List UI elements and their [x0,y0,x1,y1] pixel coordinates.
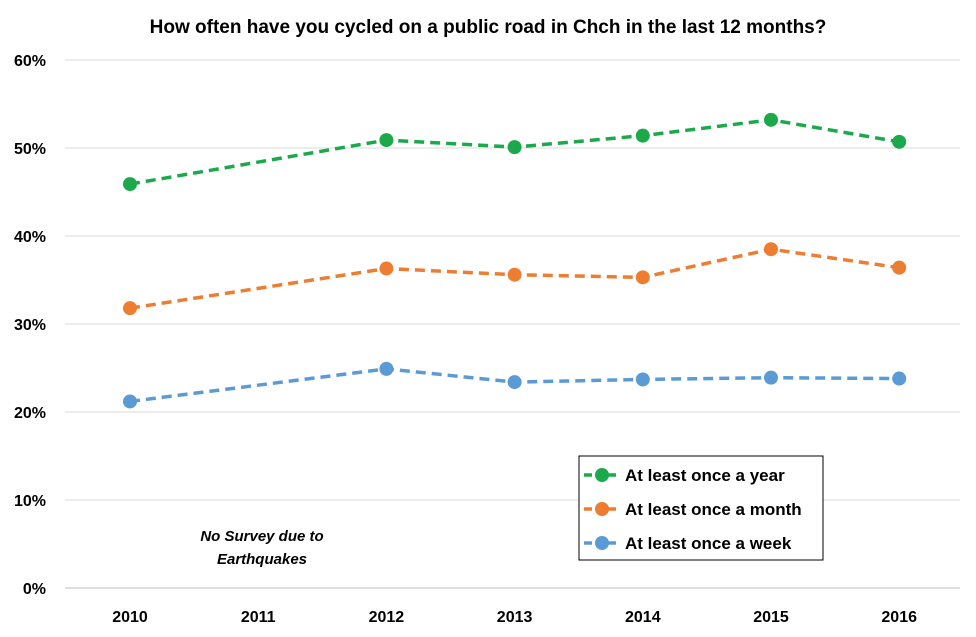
y-tick-label: 10% [14,493,46,510]
legend-box [578,455,824,561]
y-tick-label: 0% [23,581,46,598]
y-tick-label: 20% [14,405,46,422]
data-point [635,270,650,285]
data-point [764,242,778,257]
chart-title: How often have you cycled on a public ro… [150,17,827,38]
data-point [507,140,522,155]
data-point [635,128,650,143]
legend-label: At least once a week [625,534,792,553]
x-axis-ticks: 2010 2011 2012 2013 2014 2015 2016 [112,609,917,626]
series-line [129,118,900,186]
y-tick-label: 60% [14,53,46,70]
series-line [129,367,900,404]
annotation-line-2: Earthquakes [217,551,307,568]
data-point [379,261,394,276]
x-tick-label: 2013 [497,609,533,626]
y-tick-label: 30% [14,317,46,334]
data-point [507,267,522,282]
series-group [123,112,907,409]
data-point [764,370,778,385]
series-line [129,247,900,310]
x-tick-label: 2010 [112,609,148,626]
legend-swatch-marker [595,502,609,516]
data-point [892,134,907,149]
y-axis-ticks: 0% 10% 20% 30% 40% 50% 60% [14,53,46,598]
data-point [379,133,394,148]
data-point [123,301,137,316]
data-point [507,375,522,390]
annotation-line-1: No Survey due to [200,528,323,545]
legend-label: At least once a year [625,466,785,485]
x-tick-label: 2012 [369,609,405,626]
legend-label: At least once a month [625,500,802,519]
data-point [892,260,907,275]
data-point [635,372,650,387]
x-tick-label: 2014 [625,609,661,626]
legend: At least once a year At least once a mont… [578,455,824,561]
y-tick-label: 40% [14,229,46,246]
legend-swatch-marker [595,468,609,482]
data-point [123,394,137,409]
y-tick-label: 50% [14,141,46,158]
x-tick-label: 2015 [753,609,789,626]
legend-swatch-marker [595,536,609,550]
data-point [123,177,137,192]
data-point [892,371,907,386]
data-point [379,361,394,376]
gridlines [65,59,960,589]
data-point [764,112,778,127]
x-tick-label: 2011 [241,609,276,626]
x-tick-label: 2016 [881,609,917,626]
